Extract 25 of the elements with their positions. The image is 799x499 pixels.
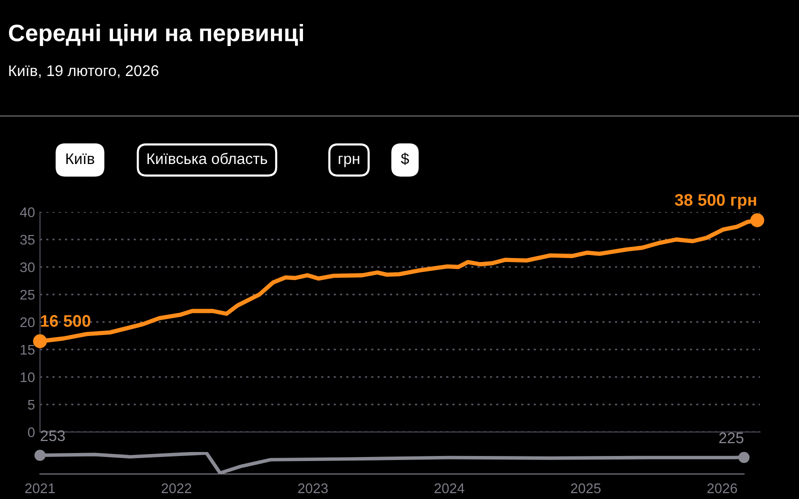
y-tick-label: 30 [20, 262, 35, 272]
text: Київ [66, 153, 94, 164]
annotation: 16 500 [41, 315, 90, 327]
data-label: 225 [719, 432, 744, 444]
x-tick-label: 2021 [25, 483, 55, 494]
data-label: 253 [40, 430, 65, 442]
y-tick-label: 5 [28, 400, 35, 410]
y-tick-label: 15 [20, 344, 35, 355]
y-tick-label: 35 [20, 234, 35, 245]
y-tick-label: 25 [20, 290, 35, 300]
x-tick-label: 2023 [298, 483, 328, 494]
chart-subtitle: Київ, 19 лютого, 2026 [9, 65, 158, 78]
x-tick-label: 2022 [162, 483, 192, 494]
y-tick-label: 40 [20, 207, 35, 218]
chart-title: Середні ціни на первинці [8, 24, 303, 46]
annotation: 38 500 грн [674, 194, 756, 210]
y-tick-label: 10 [20, 372, 35, 382]
x-tick-label: 2024 [434, 483, 464, 494]
x-tick-label: 2025 [570, 483, 601, 494]
text: грн [338, 156, 360, 168]
x-tick-label: 2026 [707, 483, 738, 494]
text: Київська область [147, 152, 268, 164]
y-tick-label: 0 [28, 427, 35, 438]
text: $ [400, 152, 409, 166]
y-tick-label: 20 [20, 317, 35, 328]
